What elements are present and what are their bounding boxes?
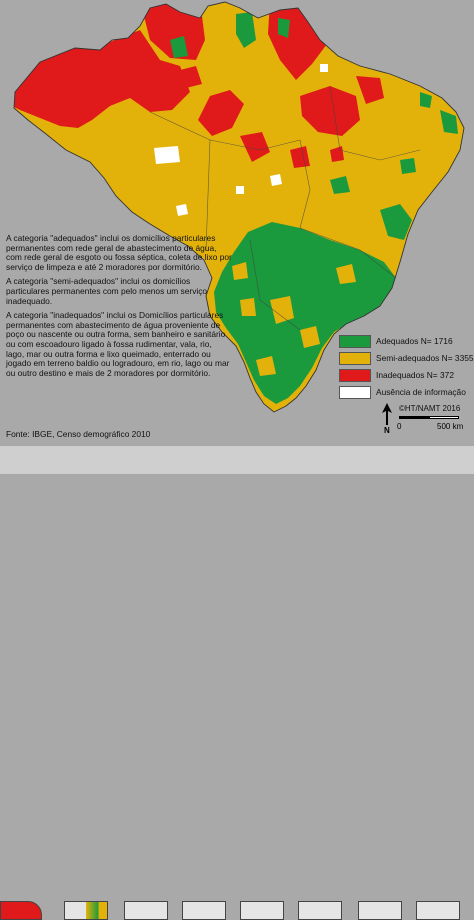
legend-item-ausencia: Ausência de informação bbox=[339, 385, 473, 402]
credit-text: ©HT/NAMT 2016 bbox=[399, 404, 461, 413]
map-notes: A categoria "adequados" inclui os domicí… bbox=[6, 233, 232, 383]
legend: Adequados N= 1716 Semi-adequados N= 3355… bbox=[339, 334, 474, 402]
legend-label: Inadequados N= 372 bbox=[376, 370, 455, 380]
scale-zero-label: 0 bbox=[397, 422, 402, 431]
legend-swatch-yellow bbox=[339, 352, 371, 365]
scale-bar-graphic bbox=[399, 416, 459, 419]
thumbnail-2[interactable] bbox=[64, 901, 108, 920]
thumbnail-5[interactable] bbox=[240, 901, 284, 920]
north-arrow-icon bbox=[382, 403, 392, 425]
note-semi-adequados: A categoria "semi-adequados" inclui os d… bbox=[6, 276, 208, 306]
brazil-sanitation-map bbox=[13, 1, 465, 413]
thumbnail-strip bbox=[0, 446, 474, 920]
thumbnail-6[interactable] bbox=[298, 901, 342, 920]
thumbnail-1[interactable] bbox=[0, 901, 42, 920]
scale-bar: 0 500 km bbox=[395, 413, 465, 435]
legend-item-semi-adequados: Semi-adequados N= 3355 bbox=[339, 351, 474, 368]
legend-label: Adequados N= 1716 bbox=[376, 336, 453, 346]
thumbnail-8[interactable] bbox=[416, 901, 460, 920]
note-inadequados: A categoria "inadequados" inclui os Domi… bbox=[6, 310, 230, 378]
legend-swatch-green bbox=[339, 335, 371, 348]
note-adequados: A categoria "adequados" inclui os domicí… bbox=[6, 233, 232, 272]
thumbnail-4[interactable] bbox=[182, 901, 226, 920]
legend-swatch-red bbox=[339, 369, 371, 382]
north-label: N bbox=[384, 426, 390, 435]
legend-item-inadequados: Inadequados N= 372 bbox=[339, 368, 473, 385]
legend-item-adequados: Adequados N= 1716 bbox=[339, 334, 473, 351]
thumbnail-3[interactable] bbox=[124, 901, 168, 920]
scale-distance-label: 500 km bbox=[437, 422, 464, 431]
legend-label: Ausência de informação bbox=[376, 387, 466, 397]
legend-label: Semi-adequados N= 3355 bbox=[376, 353, 474, 363]
thumbnail-7[interactable] bbox=[358, 901, 402, 920]
legend-swatch-white bbox=[339, 386, 371, 399]
source-text: Fonte: IBGE, Censo demográfico 2010 bbox=[6, 429, 151, 439]
